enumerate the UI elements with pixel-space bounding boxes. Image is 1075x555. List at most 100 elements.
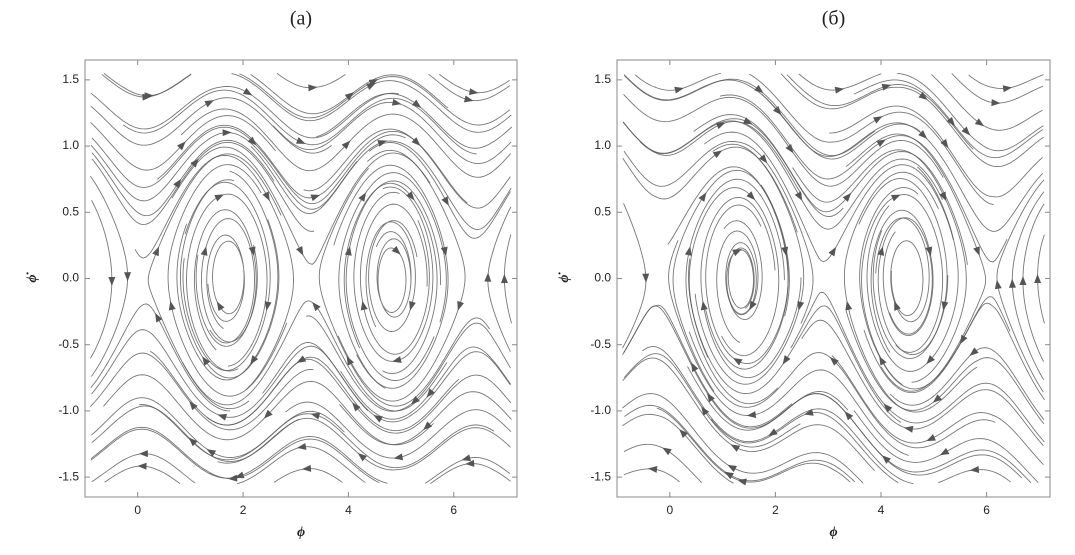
stream-arrow bbox=[391, 245, 401, 255]
stream-arrow bbox=[188, 437, 198, 447]
stream-arrow bbox=[732, 357, 743, 366]
stream-arrow bbox=[242, 87, 253, 96]
streamline bbox=[622, 121, 803, 195]
panel: (a) 0 2 4 6 -1.5 -1.0 -0.5 0.0 0.5 1.0 1.5 ϕ ϕ̇ bbox=[25, 8, 518, 540]
stream-arrow bbox=[411, 137, 421, 146]
streamline bbox=[710, 412, 899, 483]
y-tick-label: 0.5 bbox=[62, 204, 79, 218]
stream-arrow bbox=[310, 194, 321, 202]
stream-arrow bbox=[222, 129, 232, 137]
streamline bbox=[688, 187, 780, 358]
stream-arrow bbox=[918, 91, 928, 100]
streamline bbox=[639, 120, 943, 230]
y-tick-label: -0.5 bbox=[590, 337, 611, 351]
streamline bbox=[623, 74, 921, 160]
stream-arrow bbox=[732, 248, 742, 257]
stream-arrow bbox=[393, 453, 404, 461]
stream-arrow bbox=[465, 459, 475, 467]
stream-arrow bbox=[939, 447, 950, 456]
x-axis-label: ϕ bbox=[297, 525, 305, 540]
streamline bbox=[996, 179, 1045, 393]
stream-arrow bbox=[312, 302, 321, 312]
y-tick-label: 0.5 bbox=[594, 204, 611, 218]
stream-arrow bbox=[138, 450, 148, 458]
x-tick-label: 6 bbox=[983, 503, 990, 517]
streamline bbox=[365, 220, 418, 332]
x-tick-label: 6 bbox=[450, 503, 457, 517]
stream-arrow bbox=[308, 84, 318, 92]
stream-arrow bbox=[642, 273, 650, 283]
stream-arrow bbox=[310, 412, 321, 420]
stream-arrow bbox=[737, 478, 747, 486]
stream-arrow bbox=[781, 246, 789, 257]
stream-arrow bbox=[691, 362, 699, 372]
panel-title: (a) bbox=[290, 8, 312, 30]
stream-arrow bbox=[794, 191, 803, 201]
streamline bbox=[622, 203, 647, 349]
stream-arrow bbox=[883, 403, 893, 413]
streamline bbox=[700, 196, 802, 379]
stream-arrow bbox=[925, 246, 933, 257]
stream-arrow bbox=[674, 86, 684, 94]
stream-arrow bbox=[366, 82, 376, 91]
stream-arrow bbox=[441, 196, 449, 206]
stream-arrow bbox=[190, 158, 199, 168]
stream-arrow bbox=[137, 462, 147, 470]
stream-arrow bbox=[829, 357, 839, 366]
streamline bbox=[91, 139, 275, 217]
streamline bbox=[343, 182, 438, 374]
stream-arrow bbox=[189, 401, 198, 411]
stream-arrow bbox=[890, 194, 901, 202]
stream-arrow bbox=[248, 246, 256, 257]
streamline bbox=[761, 93, 1044, 232]
streamline bbox=[206, 234, 245, 330]
stream-arrow bbox=[108, 276, 116, 287]
stream-arrow bbox=[484, 272, 492, 282]
stream-arrow bbox=[961, 126, 971, 136]
x-tick-label: 4 bbox=[878, 503, 885, 517]
stream-arrow bbox=[358, 192, 367, 202]
stream-arrow bbox=[463, 95, 474, 103]
stream-arrow bbox=[715, 122, 726, 130]
streamline bbox=[801, 319, 1044, 446]
stream-arrow bbox=[204, 100, 214, 108]
streamline bbox=[704, 131, 954, 263]
streamline bbox=[156, 124, 468, 204]
stream-arrow bbox=[426, 388, 435, 398]
y-axis-label: ϕ̇ bbox=[25, 271, 40, 282]
stream-arrow bbox=[216, 301, 225, 312]
stream-arrow bbox=[344, 92, 355, 101]
streamline bbox=[333, 164, 449, 389]
stream-arrow bbox=[698, 192, 707, 202]
stream-arrow bbox=[373, 415, 383, 423]
streamline bbox=[90, 175, 129, 377]
stream-arrow bbox=[940, 138, 949, 149]
stream-arrow bbox=[679, 429, 688, 439]
stream-arrow bbox=[1008, 278, 1016, 288]
streamline bbox=[430, 463, 511, 484]
streamline bbox=[897, 72, 1044, 152]
stream-arrow bbox=[700, 300, 708, 311]
stream-arrow bbox=[662, 447, 672, 456]
y-tick-label: -1.5 bbox=[590, 469, 611, 483]
stream-arrow bbox=[701, 406, 710, 416]
x-tick-label: 2 bbox=[772, 503, 779, 517]
stream-arrow bbox=[411, 99, 422, 108]
stream-arrow bbox=[730, 444, 741, 452]
streamline bbox=[272, 101, 512, 164]
stream-arrow bbox=[295, 137, 306, 144]
stream-arrow bbox=[461, 454, 472, 462]
stream-arrow bbox=[423, 421, 433, 431]
streamline bbox=[798, 73, 882, 91]
panel-title: (б) bbox=[822, 8, 846, 30]
streamline bbox=[375, 231, 412, 318]
streamline bbox=[193, 209, 257, 351]
stream-arrow bbox=[440, 246, 448, 257]
streamline bbox=[853, 410, 1039, 484]
stream-arrow bbox=[804, 408, 814, 416]
stream-arrow bbox=[124, 272, 132, 282]
streamline bbox=[829, 105, 1043, 198]
stream-arrow bbox=[1034, 273, 1042, 284]
stream-arrow bbox=[973, 246, 980, 256]
stream-arrow bbox=[392, 356, 402, 363]
